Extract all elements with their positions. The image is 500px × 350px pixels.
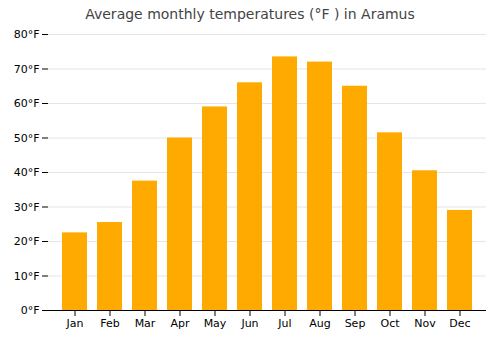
svg-text:Jan: Jan (66, 317, 84, 330)
html-text:Average monthly temperatures (: Average monthly temperatures (°F ) in Ar… (85, 6, 415, 22)
svg-text:May: May (204, 317, 227, 330)
svg-text:80°F: 80°F (14, 28, 40, 41)
svg-text:Apr: Apr (170, 317, 190, 330)
svg-text:40°F: 40°F (14, 166, 40, 179)
svg-text:Sep: Sep (345, 317, 366, 330)
svg-text:Jun: Jun (240, 317, 258, 330)
svg-text:Mar: Mar (135, 317, 156, 330)
svg-text:70°F: 70°F (14, 63, 40, 76)
svg-text:30°F: 30°F (14, 201, 40, 214)
svg-text:Oct: Oct (380, 317, 400, 330)
svg-text:50°F: 50°F (14, 132, 40, 145)
svg-text:Aug: Aug (309, 317, 330, 330)
svg-text:20°F: 20°F (14, 235, 40, 248)
svg-text:Nov: Nov (414, 317, 436, 330)
svg-text:Jul: Jul (277, 317, 291, 330)
svg-text:60°F: 60°F (14, 97, 40, 110)
svg-text:0°F: 0°F (21, 304, 40, 317)
svg-text:Dec: Dec (449, 317, 470, 330)
svg-text:10°F: 10°F (14, 270, 40, 283)
svg-text:Feb: Feb (100, 317, 119, 330)
